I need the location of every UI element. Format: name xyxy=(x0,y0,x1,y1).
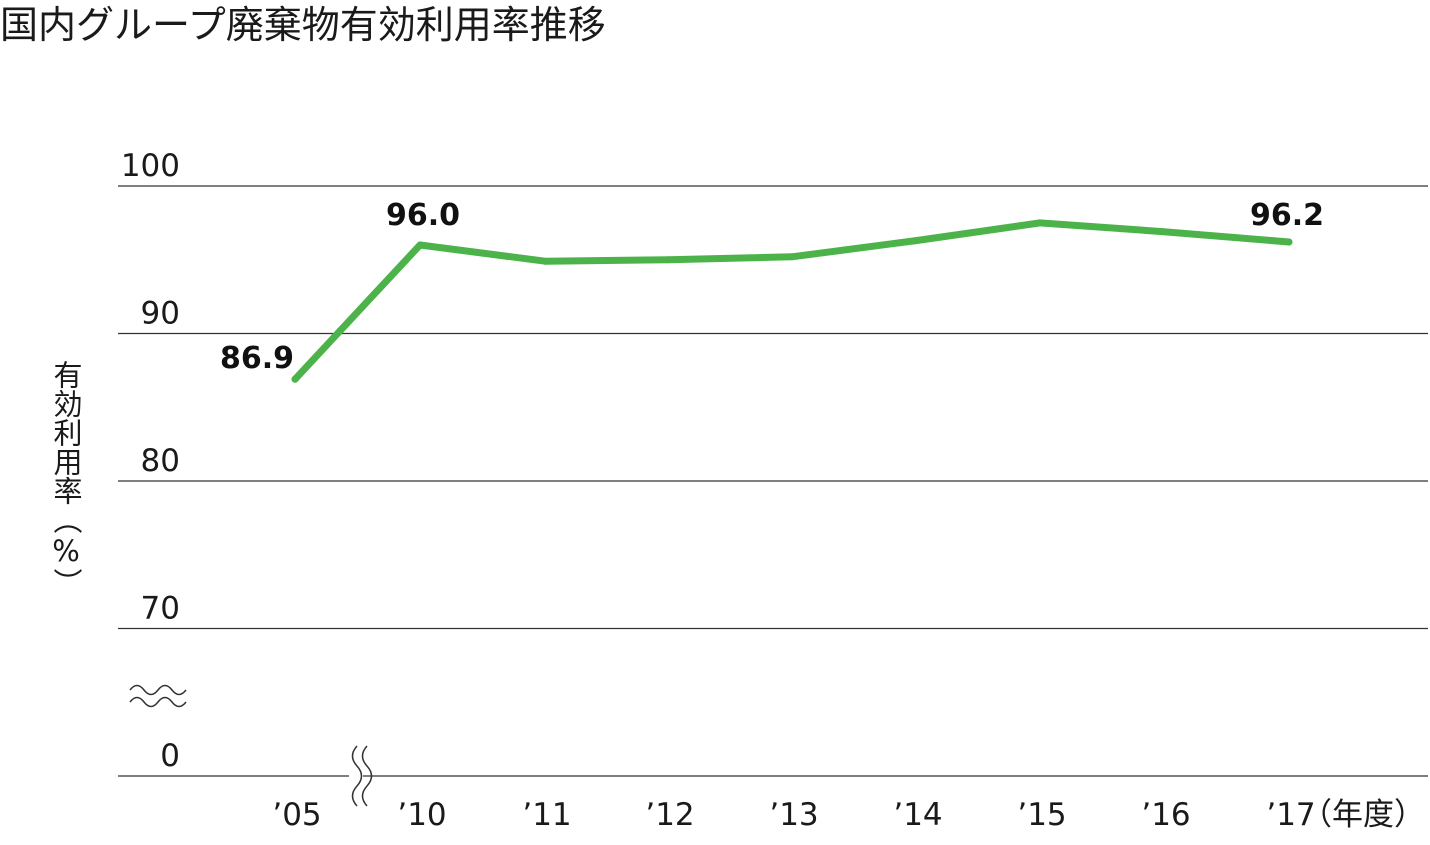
data-point xyxy=(664,256,672,264)
x-tick-label: ’14 xyxy=(893,797,942,833)
y-tick-label: 80 xyxy=(141,443,180,479)
y-tick-label: 90 xyxy=(141,296,180,332)
data-label: 96.0 xyxy=(386,198,460,233)
data-point xyxy=(1036,219,1044,227)
x-tick-label: ’13 xyxy=(769,797,818,833)
data-point xyxy=(1160,228,1168,236)
x-tick-label: ’17 xyxy=(1266,797,1315,833)
x-tick-label: ’11 xyxy=(522,797,571,833)
x-tick-label: ’10 xyxy=(397,797,446,833)
y-tick-label: 0 xyxy=(160,738,180,774)
series-line xyxy=(291,219,1293,383)
data-point xyxy=(291,375,299,383)
data-point xyxy=(1285,238,1293,246)
x-tick-label: ’15 xyxy=(1017,797,1066,833)
x-axis-break-icon xyxy=(349,745,373,807)
x-tick-label: ’05 xyxy=(272,797,321,833)
chart-title: 国内グループ廃棄物有効利用率推移 xyxy=(0,3,606,47)
x-axis-unit-label: （年度） xyxy=(1301,797,1425,833)
data-point xyxy=(541,257,549,265)
data-point xyxy=(788,253,796,261)
x-tick-label: ’12 xyxy=(645,797,694,833)
x-tick-label: ’16 xyxy=(1141,797,1190,833)
data-point xyxy=(416,241,424,249)
data-point xyxy=(912,237,920,245)
y-axis-label: 有効利用率（%） xyxy=(49,360,83,597)
data-label: 86.9 xyxy=(220,341,294,376)
data-label: 96.2 xyxy=(1250,198,1324,233)
y-tick-label: 100 xyxy=(121,148,180,184)
y-tick-label: 70 xyxy=(141,591,180,627)
y-axis-break-icon xyxy=(129,684,187,708)
